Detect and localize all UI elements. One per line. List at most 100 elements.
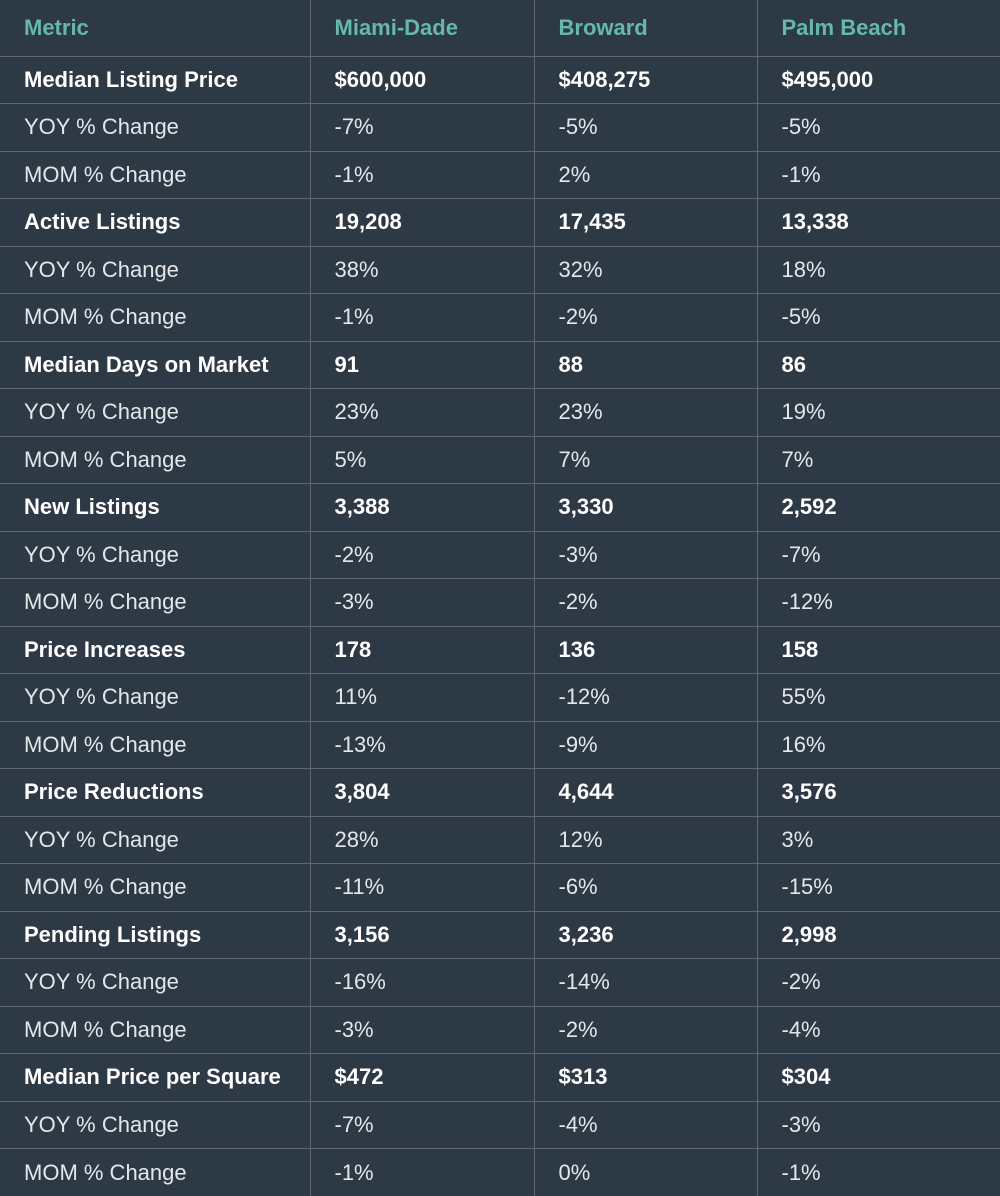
change-row: YOY % Change-7%-4%-3% — [0, 1101, 1000, 1149]
cell-miami-dade: 91 — [310, 341, 534, 389]
cell-miami-dade: 28% — [310, 816, 534, 864]
cell-palm-beach: -2% — [757, 959, 1000, 1007]
cell-palm-beach: 2,998 — [757, 911, 1000, 959]
cell-broward: $408,275 — [534, 56, 757, 104]
cell-broward: -3% — [534, 531, 757, 579]
cell-broward: -2% — [534, 294, 757, 342]
row-label: Median Price per Square — [0, 1054, 310, 1102]
cell-miami-dade: 178 — [310, 626, 534, 674]
cell-miami-dade: -3% — [310, 579, 534, 627]
row-label: Active Listings — [0, 199, 310, 247]
cell-broward: -2% — [534, 1006, 757, 1054]
row-label: MOM % Change — [0, 1006, 310, 1054]
cell-miami-dade: -1% — [310, 294, 534, 342]
cell-broward: 23% — [534, 389, 757, 437]
change-row: MOM % Change-3%-2%-4% — [0, 1006, 1000, 1054]
change-row: MOM % Change-1%2%-1% — [0, 151, 1000, 199]
cell-miami-dade: 5% — [310, 436, 534, 484]
cell-broward: -9% — [534, 721, 757, 769]
cell-palm-beach: 7% — [757, 436, 1000, 484]
change-row: YOY % Change-2%-3%-7% — [0, 531, 1000, 579]
cell-palm-beach: -12% — [757, 579, 1000, 627]
cell-palm-beach: -5% — [757, 104, 1000, 152]
cell-palm-beach: -15% — [757, 864, 1000, 912]
cell-miami-dade: -13% — [310, 721, 534, 769]
cell-miami-dade: -1% — [310, 151, 534, 199]
row-label: YOY % Change — [0, 531, 310, 579]
column-header-broward: Broward — [534, 0, 757, 56]
cell-miami-dade: -7% — [310, 104, 534, 152]
column-header-palm-beach: Palm Beach — [757, 0, 1000, 56]
row-label: YOY % Change — [0, 674, 310, 722]
column-header-miami-dade: Miami-Dade — [310, 0, 534, 56]
cell-miami-dade: -7% — [310, 1101, 534, 1149]
cell-miami-dade: $600,000 — [310, 56, 534, 104]
row-label: Pending Listings — [0, 911, 310, 959]
cell-palm-beach: -3% — [757, 1101, 1000, 1149]
cell-miami-dade: 3,388 — [310, 484, 534, 532]
cell-miami-dade: -3% — [310, 1006, 534, 1054]
cell-miami-dade: 3,156 — [310, 911, 534, 959]
cell-broward: -14% — [534, 959, 757, 1007]
change-row: YOY % Change-16%-14%-2% — [0, 959, 1000, 1007]
cell-palm-beach: 3,576 — [757, 769, 1000, 817]
row-label: MOM % Change — [0, 436, 310, 484]
change-row: MOM % Change-13%-9%16% — [0, 721, 1000, 769]
cell-broward: 2% — [534, 151, 757, 199]
cell-broward: 32% — [534, 246, 757, 294]
cell-palm-beach: 158 — [757, 626, 1000, 674]
cell-palm-beach: 18% — [757, 246, 1000, 294]
cell-broward: -12% — [534, 674, 757, 722]
row-label: YOY % Change — [0, 389, 310, 437]
cell-miami-dade: 3,804 — [310, 769, 534, 817]
cell-broward: 136 — [534, 626, 757, 674]
cell-broward: 4,644 — [534, 769, 757, 817]
cell-palm-beach: $304 — [757, 1054, 1000, 1102]
row-label: Price Reductions — [0, 769, 310, 817]
cell-miami-dade: 19,208 — [310, 199, 534, 247]
cell-broward: 7% — [534, 436, 757, 484]
cell-palm-beach: -7% — [757, 531, 1000, 579]
cell-miami-dade: 11% — [310, 674, 534, 722]
row-label: MOM % Change — [0, 864, 310, 912]
cell-broward: 88 — [534, 341, 757, 389]
cell-palm-beach: -1% — [757, 151, 1000, 199]
cell-broward: 3,330 — [534, 484, 757, 532]
cell-broward: 12% — [534, 816, 757, 864]
cell-broward: 3,236 — [534, 911, 757, 959]
row-label: Median Days on Market — [0, 341, 310, 389]
cell-broward: 0% — [534, 1149, 757, 1196]
row-label: MOM % Change — [0, 1149, 310, 1196]
header-row: Metric Miami-Dade Broward Palm Beach — [0, 0, 1000, 56]
cell-palm-beach: -4% — [757, 1006, 1000, 1054]
cell-miami-dade: -2% — [310, 531, 534, 579]
cell-broward: -4% — [534, 1101, 757, 1149]
row-label: MOM % Change — [0, 721, 310, 769]
metric-row: Median Listing Price$600,000$408,275$495… — [0, 56, 1000, 104]
cell-broward: -5% — [534, 104, 757, 152]
change-row: MOM % Change-3%-2%-12% — [0, 579, 1000, 627]
cell-miami-dade: 23% — [310, 389, 534, 437]
change-row: MOM % Change-1%0%-1% — [0, 1149, 1000, 1196]
cell-broward: $313 — [534, 1054, 757, 1102]
cell-palm-beach: -1% — [757, 1149, 1000, 1196]
cell-miami-dade: $472 — [310, 1054, 534, 1102]
cell-palm-beach: 86 — [757, 341, 1000, 389]
row-label: Price Increases — [0, 626, 310, 674]
cell-miami-dade: 38% — [310, 246, 534, 294]
cell-miami-dade: -1% — [310, 1149, 534, 1196]
cell-palm-beach: 13,338 — [757, 199, 1000, 247]
cell-palm-beach: 16% — [757, 721, 1000, 769]
cell-palm-beach: 55% — [757, 674, 1000, 722]
cell-broward: -6% — [534, 864, 757, 912]
cell-palm-beach: 2,592 — [757, 484, 1000, 532]
